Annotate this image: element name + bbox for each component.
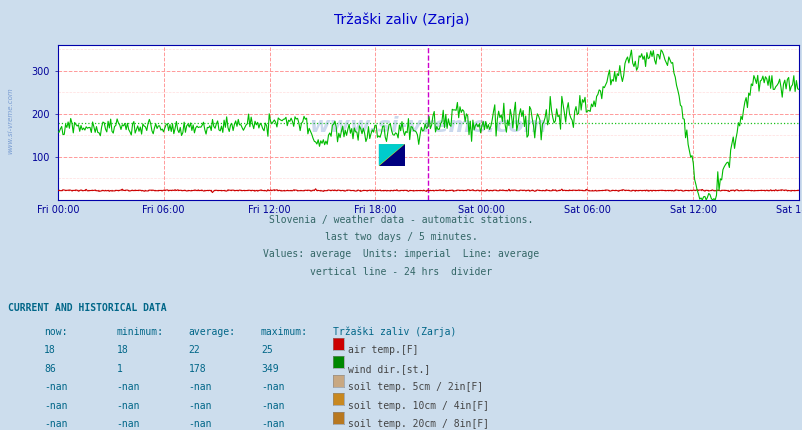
Text: -nan: -nan: [44, 382, 67, 392]
Text: -nan: -nan: [188, 382, 212, 392]
Text: 22: 22: [188, 345, 200, 355]
Text: www.si-vreme.com: www.si-vreme.com: [309, 116, 547, 135]
Text: last two days / 5 minutes.: last two days / 5 minutes.: [325, 232, 477, 242]
Text: 349: 349: [261, 364, 278, 374]
Polygon shape: [379, 144, 404, 166]
Text: now:: now:: [44, 327, 67, 337]
Text: -nan: -nan: [261, 419, 284, 429]
Text: soil temp. 5cm / 2in[F]: soil temp. 5cm / 2in[F]: [347, 382, 482, 392]
Text: -nan: -nan: [261, 401, 284, 411]
Text: 18: 18: [116, 345, 128, 355]
Text: Slovenia / weather data - automatic stations.: Slovenia / weather data - automatic stat…: [269, 215, 533, 225]
Text: 18: 18: [44, 345, 56, 355]
Text: air temp.[F]: air temp.[F]: [347, 345, 418, 355]
Text: vertical line - 24 hrs  divider: vertical line - 24 hrs divider: [310, 267, 492, 276]
Text: www.si-vreme.com: www.si-vreme.com: [7, 87, 14, 154]
Text: -nan: -nan: [116, 382, 140, 392]
Text: -nan: -nan: [44, 419, 67, 429]
Text: minimum:: minimum:: [116, 327, 164, 337]
Text: -nan: -nan: [261, 382, 284, 392]
Text: -nan: -nan: [44, 401, 67, 411]
Text: -nan: -nan: [188, 419, 212, 429]
Text: Tržaški zaliv (Zarja): Tržaški zaliv (Zarja): [333, 327, 456, 337]
Text: 25: 25: [261, 345, 273, 355]
Text: Values: average  Units: imperial  Line: average: Values: average Units: imperial Line: av…: [263, 249, 539, 259]
Text: soil temp. 10cm / 4in[F]: soil temp. 10cm / 4in[F]: [347, 401, 488, 411]
Text: Tržaški zaliv (Zarja): Tržaški zaliv (Zarja): [334, 12, 468, 27]
Text: -nan: -nan: [116, 419, 140, 429]
Text: wind dir.[st.]: wind dir.[st.]: [347, 364, 429, 374]
Text: -nan: -nan: [188, 401, 212, 411]
Text: -nan: -nan: [116, 401, 140, 411]
Polygon shape: [379, 144, 404, 166]
Text: 178: 178: [188, 364, 206, 374]
Text: 86: 86: [44, 364, 56, 374]
Text: average:: average:: [188, 327, 236, 337]
Text: 1: 1: [116, 364, 122, 374]
Bar: [379, 144, 404, 166]
Text: soil temp. 20cm / 8in[F]: soil temp. 20cm / 8in[F]: [347, 419, 488, 429]
Text: maximum:: maximum:: [261, 327, 308, 337]
Text: CURRENT AND HISTORICAL DATA: CURRENT AND HISTORICAL DATA: [8, 303, 167, 313]
